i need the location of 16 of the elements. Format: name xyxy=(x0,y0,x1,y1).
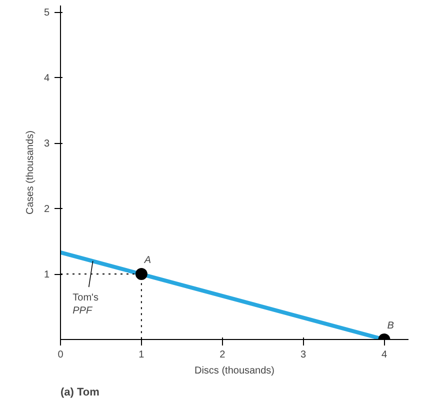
text: (a) Tom xyxy=(60,386,100,398)
y-tick-label: 4 xyxy=(44,73,50,84)
annotation: A xyxy=(143,255,152,266)
x-tick-label: 2 xyxy=(220,350,226,360)
annotation: B xyxy=(387,320,394,332)
y-axis-title: Cases (thousands) xyxy=(24,130,36,214)
y-tick-label: 3 xyxy=(44,138,50,150)
x-tick-label: 4 xyxy=(381,350,388,360)
annotation: Tom's PPF xyxy=(72,292,98,317)
y-tick-label: 5 xyxy=(44,8,50,19)
x-tick-label: 0 xyxy=(58,350,64,360)
x-tick-label: 1 xyxy=(138,350,145,360)
x-tick-label: 3 xyxy=(300,350,307,360)
y-tick-label: 2 xyxy=(44,204,50,216)
x-axis-title: Discs (thousands) xyxy=(194,366,275,376)
y-tick-label: 1 xyxy=(44,270,50,281)
